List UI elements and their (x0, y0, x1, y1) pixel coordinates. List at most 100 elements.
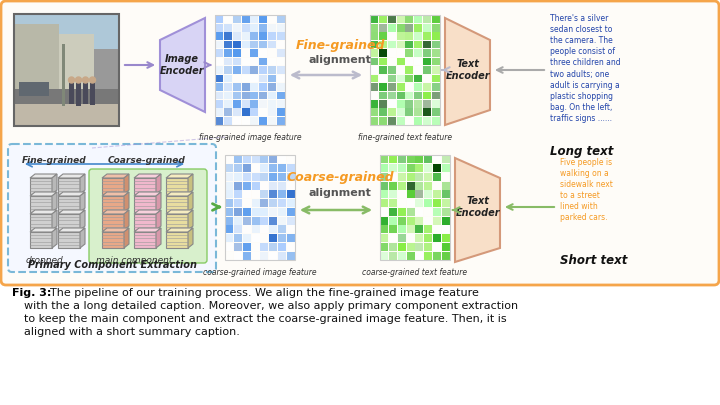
FancyBboxPatch shape (389, 182, 397, 190)
FancyBboxPatch shape (251, 24, 258, 32)
FancyBboxPatch shape (414, 58, 422, 65)
FancyBboxPatch shape (287, 190, 294, 198)
FancyBboxPatch shape (242, 32, 250, 40)
FancyBboxPatch shape (234, 182, 242, 190)
FancyBboxPatch shape (268, 58, 276, 65)
FancyBboxPatch shape (388, 66, 396, 74)
FancyBboxPatch shape (397, 41, 405, 49)
FancyBboxPatch shape (405, 49, 413, 57)
FancyBboxPatch shape (30, 214, 52, 230)
FancyBboxPatch shape (424, 234, 432, 242)
FancyBboxPatch shape (276, 109, 284, 116)
FancyBboxPatch shape (388, 109, 396, 116)
FancyBboxPatch shape (388, 92, 396, 99)
FancyBboxPatch shape (414, 49, 422, 57)
FancyBboxPatch shape (251, 15, 258, 23)
FancyBboxPatch shape (415, 208, 423, 216)
Polygon shape (156, 174, 161, 194)
FancyBboxPatch shape (433, 182, 441, 190)
FancyBboxPatch shape (414, 41, 422, 49)
FancyBboxPatch shape (432, 109, 440, 116)
Text: Text
Encoder: Text Encoder (456, 196, 500, 218)
FancyBboxPatch shape (215, 92, 223, 99)
FancyBboxPatch shape (233, 75, 241, 82)
Text: fine-grained image feature: fine-grained image feature (199, 133, 301, 142)
FancyBboxPatch shape (215, 109, 223, 116)
Text: Fine-grained: Fine-grained (295, 38, 384, 51)
FancyBboxPatch shape (414, 15, 422, 23)
FancyBboxPatch shape (269, 217, 277, 225)
FancyBboxPatch shape (423, 24, 431, 32)
FancyBboxPatch shape (287, 234, 294, 242)
FancyBboxPatch shape (398, 234, 406, 242)
FancyBboxPatch shape (380, 208, 388, 216)
Text: Fine-grained: Fine-grained (22, 156, 86, 165)
FancyBboxPatch shape (389, 226, 397, 233)
FancyBboxPatch shape (30, 196, 52, 212)
FancyBboxPatch shape (261, 252, 269, 260)
FancyBboxPatch shape (261, 234, 269, 242)
FancyBboxPatch shape (251, 83, 258, 91)
FancyBboxPatch shape (398, 243, 406, 251)
FancyBboxPatch shape (233, 15, 241, 23)
FancyBboxPatch shape (370, 58, 378, 65)
FancyBboxPatch shape (370, 83, 378, 91)
FancyBboxPatch shape (89, 169, 207, 263)
FancyBboxPatch shape (102, 232, 124, 248)
FancyBboxPatch shape (388, 83, 396, 91)
FancyBboxPatch shape (433, 156, 441, 163)
FancyBboxPatch shape (259, 32, 267, 40)
Polygon shape (166, 174, 193, 178)
FancyBboxPatch shape (397, 100, 405, 108)
FancyBboxPatch shape (441, 190, 449, 198)
FancyBboxPatch shape (276, 49, 284, 57)
FancyBboxPatch shape (242, 24, 250, 32)
FancyBboxPatch shape (287, 208, 294, 216)
FancyBboxPatch shape (405, 92, 413, 99)
FancyBboxPatch shape (224, 32, 232, 40)
FancyBboxPatch shape (388, 117, 396, 125)
FancyBboxPatch shape (423, 66, 431, 74)
Text: coarse-grained text feature: coarse-grained text feature (362, 268, 467, 277)
FancyBboxPatch shape (251, 66, 258, 74)
FancyBboxPatch shape (379, 41, 387, 49)
FancyBboxPatch shape (215, 49, 223, 57)
Polygon shape (102, 192, 129, 196)
FancyBboxPatch shape (441, 252, 449, 260)
FancyBboxPatch shape (415, 217, 423, 225)
FancyBboxPatch shape (261, 226, 269, 233)
Polygon shape (102, 210, 129, 214)
FancyBboxPatch shape (234, 190, 242, 198)
FancyBboxPatch shape (243, 182, 251, 190)
FancyBboxPatch shape (278, 164, 286, 172)
FancyBboxPatch shape (415, 226, 423, 233)
FancyBboxPatch shape (259, 109, 267, 116)
FancyBboxPatch shape (268, 32, 276, 40)
FancyBboxPatch shape (225, 164, 233, 172)
FancyBboxPatch shape (379, 32, 387, 40)
FancyBboxPatch shape (242, 100, 250, 108)
FancyBboxPatch shape (278, 156, 286, 163)
FancyBboxPatch shape (398, 156, 406, 163)
Polygon shape (124, 228, 129, 248)
FancyBboxPatch shape (233, 109, 241, 116)
FancyBboxPatch shape (269, 243, 277, 251)
FancyBboxPatch shape (370, 109, 378, 116)
FancyBboxPatch shape (261, 208, 269, 216)
FancyBboxPatch shape (415, 190, 423, 198)
FancyBboxPatch shape (380, 164, 388, 172)
FancyBboxPatch shape (251, 109, 258, 116)
FancyBboxPatch shape (268, 49, 276, 57)
FancyBboxPatch shape (225, 182, 233, 190)
FancyBboxPatch shape (414, 32, 422, 40)
FancyBboxPatch shape (76, 82, 81, 106)
FancyBboxPatch shape (259, 49, 267, 57)
Polygon shape (80, 228, 85, 248)
FancyBboxPatch shape (441, 199, 449, 207)
FancyBboxPatch shape (252, 182, 260, 190)
FancyBboxPatch shape (252, 190, 260, 198)
FancyBboxPatch shape (233, 92, 241, 99)
FancyBboxPatch shape (397, 32, 405, 40)
FancyBboxPatch shape (441, 208, 449, 216)
Polygon shape (80, 174, 85, 194)
